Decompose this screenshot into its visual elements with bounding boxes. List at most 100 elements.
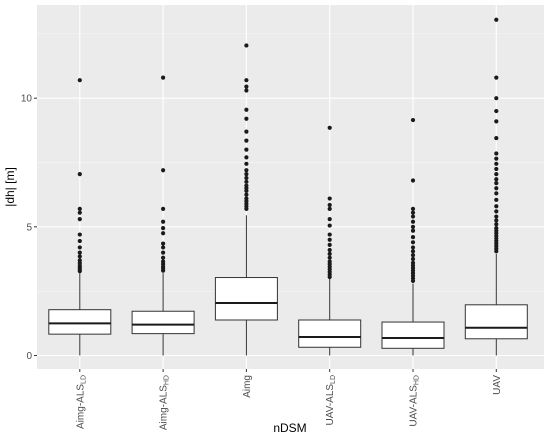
outlier-point: [244, 107, 249, 112]
box-group-3: [298, 125, 362, 356]
outlier-point: [410, 206, 416, 211]
outlier-point: [494, 108, 499, 114]
outlier-point: [327, 237, 332, 242]
outlier-point: [494, 151, 499, 156]
outlier-point: [327, 232, 332, 237]
outlier-point: [327, 202, 332, 208]
outlier-point: [410, 228, 416, 233]
box-group-5: [464, 17, 528, 356]
outlier-point: [244, 168, 249, 173]
outlier-point: [327, 196, 332, 201]
outlier-point: [244, 175, 249, 181]
outlier-point: [494, 135, 499, 141]
outlier-point: [77, 172, 82, 177]
outlier-point: [161, 241, 166, 246]
outlier-point: [410, 249, 416, 254]
y-axis-title: |dh| [m]: [3, 167, 17, 207]
x-axis-title: nDSM: [273, 421, 306, 435]
outlier-point: [77, 254, 82, 259]
outlier-point: [410, 224, 416, 229]
y-axis: 0 5 10: [21, 94, 37, 362]
outlier-point: [161, 250, 166, 255]
outlier-point: [77, 217, 82, 222]
outlier-point: [244, 138, 249, 143]
outlier-point: [327, 125, 332, 130]
outlier-point: [244, 43, 249, 48]
outlier-point: [77, 232, 82, 237]
outlier-point: [244, 161, 249, 166]
outlier-point: [161, 206, 166, 211]
outlier-point: [77, 210, 82, 215]
outlier-point: [161, 219, 166, 224]
outlier-point: [327, 217, 332, 222]
outlier-point: [410, 210, 416, 215]
iqr-box: [214, 277, 278, 321]
plot-panel: [37, 5, 544, 369]
outlier-point: [327, 242, 332, 247]
outlier-point: [327, 206, 332, 211]
box-group-2: [214, 43, 278, 356]
y-tick-label: 5: [26, 222, 32, 233]
outlier-point: [244, 192, 249, 197]
outlier-point: [244, 78, 249, 83]
outlier-point: [494, 17, 499, 22]
outlier-point: [494, 119, 499, 124]
outlier-point: [327, 259, 332, 264]
outlier-point: [494, 209, 499, 214]
outlier-point: [244, 155, 249, 160]
outlier-point: [161, 226, 166, 231]
outlier-point: [410, 240, 416, 245]
outlier-point: [244, 179, 249, 184]
outlier-point: [494, 172, 499, 177]
outlier-point: [161, 75, 166, 80]
outlier-point: [77, 78, 82, 83]
outlier-point: [494, 166, 499, 172]
x-tick-label: Aimg: [242, 375, 253, 398]
outlier-point: [494, 197, 499, 202]
outlier-point: [244, 116, 249, 121]
outlier-point: [327, 255, 332, 260]
outlier-point: [327, 247, 332, 253]
outlier-point: [161, 231, 166, 236]
box-group-4: [381, 117, 445, 356]
outlier-point: [161, 255, 166, 260]
boxes: [48, 17, 528, 356]
outlier-point: [410, 245, 416, 250]
outlier-point: [77, 245, 82, 250]
outlier-point: [494, 156, 499, 161]
outlier-point: [161, 168, 166, 173]
outlier-point: [161, 259, 166, 264]
x-tick-label: UAV-ALSHD: [409, 375, 421, 427]
outlier-point: [244, 88, 249, 93]
outlier-point: [410, 253, 416, 258]
outlier-point: [494, 75, 499, 80]
outlier-point: [244, 84, 249, 89]
outlier-point: [77, 250, 82, 255]
outlier-point: [494, 181, 499, 186]
x-axis: Aimg-ALSLD Aimg-ALSHD Aimg UAV-ALSLD UAV-ALS…: [75, 369, 503, 430]
outlier-point: [161, 245, 166, 250]
outlier-point: [494, 226, 499, 231]
iqr-box: [131, 310, 195, 335]
outlier-point: [494, 96, 499, 101]
outlier-point: [410, 178, 416, 183]
outlier-point: [77, 258, 82, 263]
x-tick-label: Aimg-ALSHD: [159, 375, 171, 430]
x-tick-label: UAV: [492, 375, 503, 395]
outlier-point: [410, 260, 416, 265]
outlier-point: [494, 191, 499, 196]
outlier-point: [494, 222, 499, 227]
outlier-point: [494, 161, 499, 166]
outlier-point: [77, 238, 82, 244]
y-tick-label: 0: [26, 351, 32, 362]
box-group-1: [131, 75, 195, 356]
iqr-box: [464, 304, 528, 340]
outlier-point: [244, 129, 249, 134]
box-group-0: [48, 78, 112, 356]
outlier-point: [410, 214, 416, 219]
outlier-point: [327, 251, 332, 256]
outlier-point: [327, 223, 332, 228]
outlier-point: [244, 172, 249, 177]
outlier-point: [494, 204, 499, 209]
